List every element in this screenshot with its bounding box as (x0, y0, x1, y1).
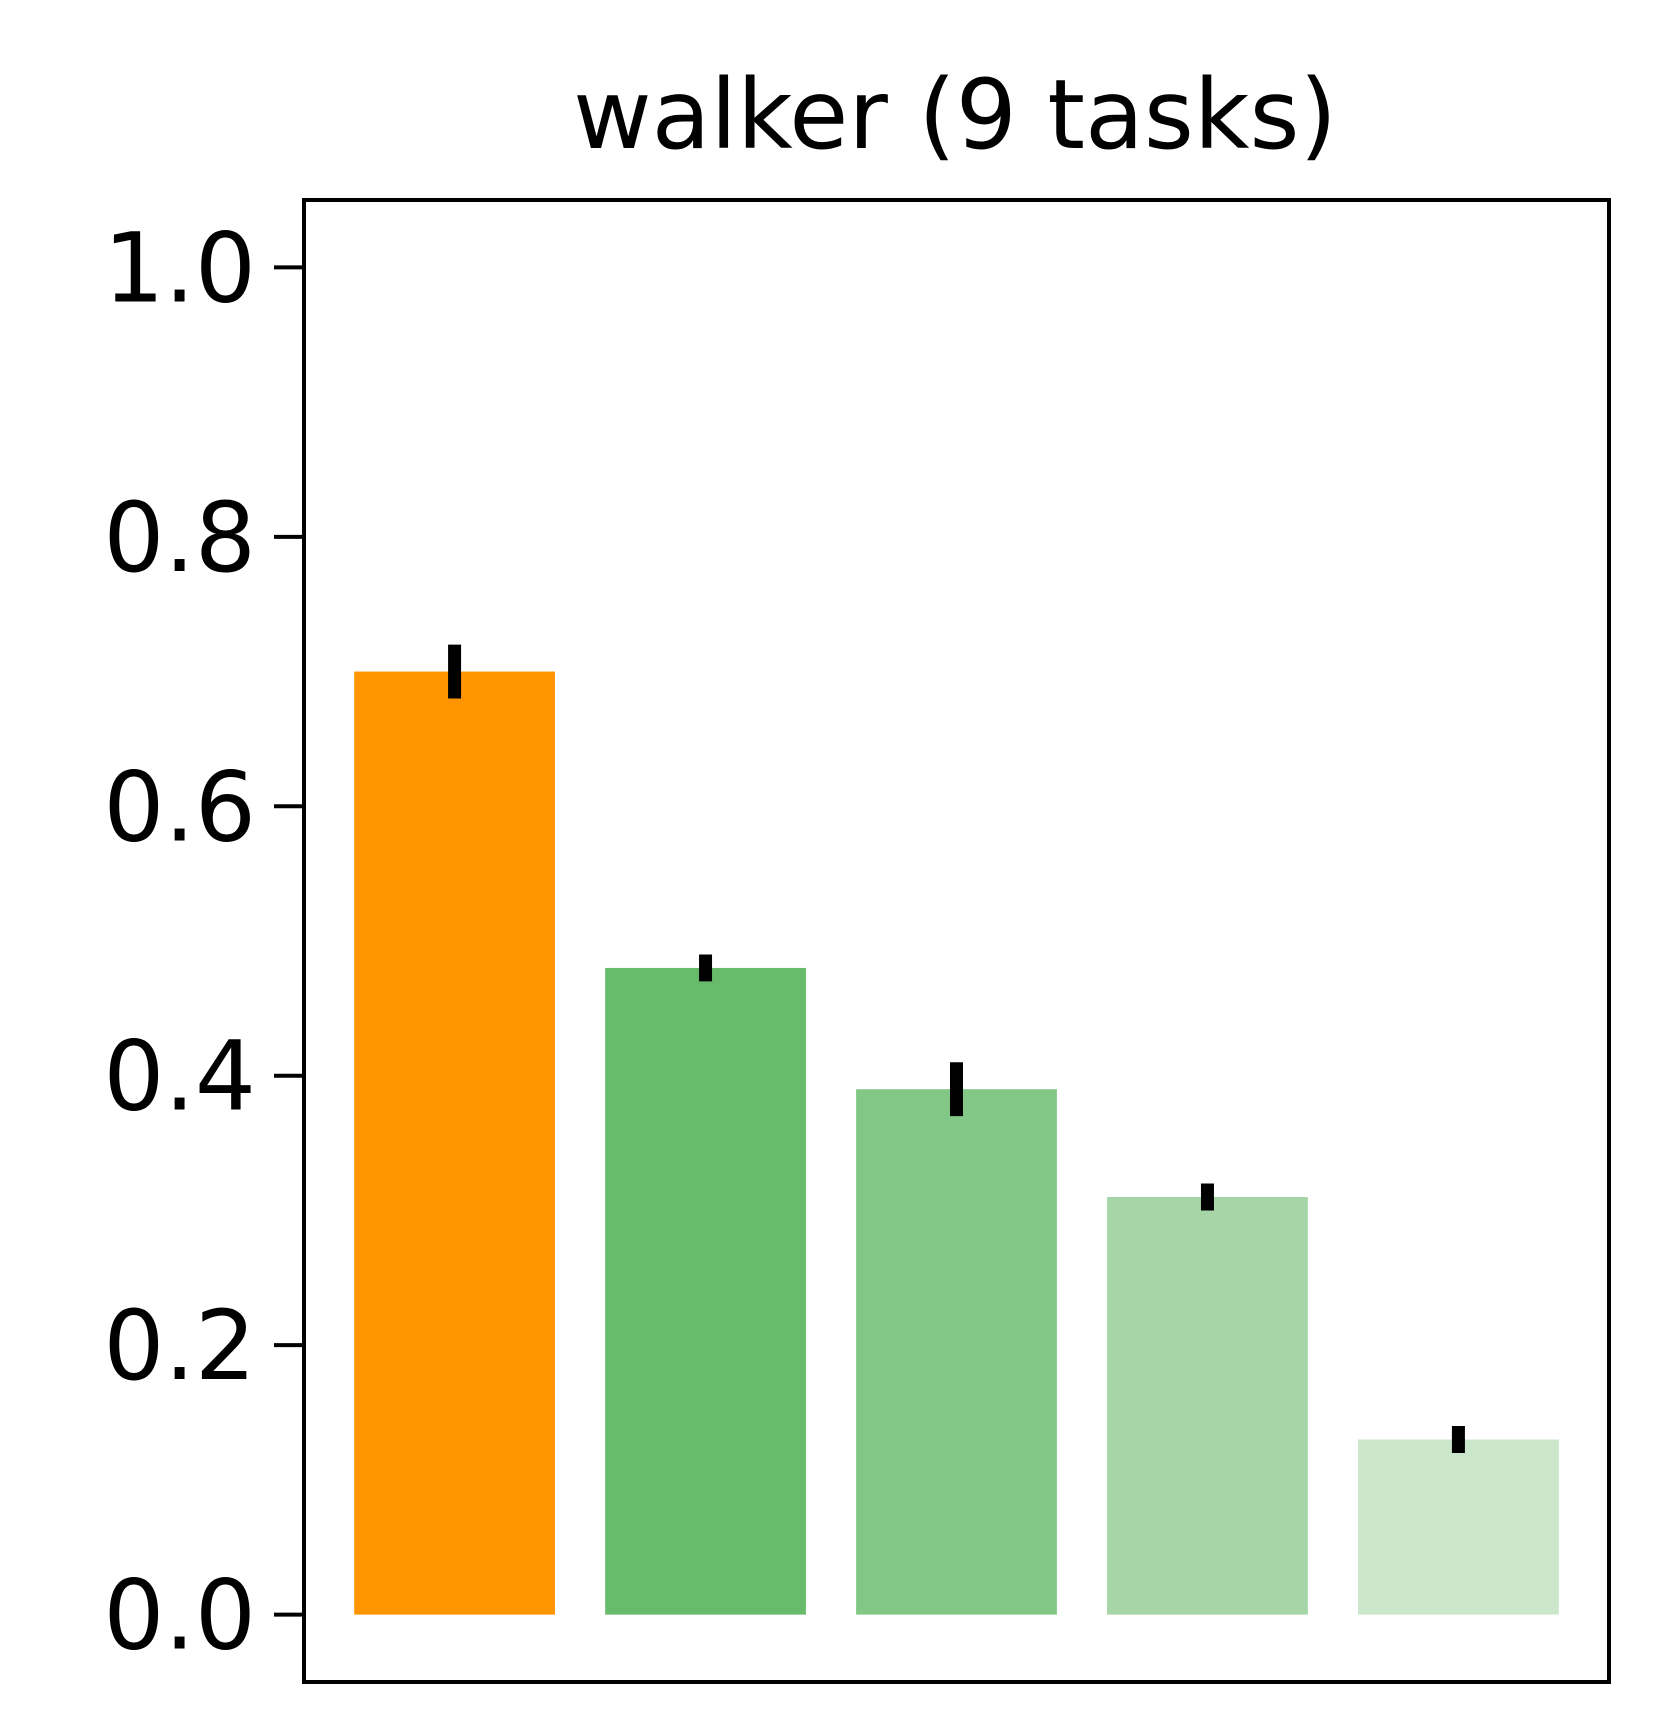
y-tick-label: 1.0 (103, 212, 256, 324)
bar-5 (1358, 1439, 1559, 1615)
plot-frame (302, 198, 1611, 1684)
y-tick-label: 0.2 (103, 1290, 256, 1402)
y-axis: 0.0 0.2 0.4 0.6 0.8 1.0 (103, 212, 304, 1672)
bar-2 (605, 967, 806, 1615)
y-tick-label: 0.6 (103, 751, 256, 863)
y-tick-label: 0.0 (103, 1560, 256, 1672)
y-tick-label: 0.4 (103, 1021, 256, 1133)
error-bars-layer (448, 644, 1465, 1453)
chart-title: walker (9 tasks) (573, 59, 1337, 171)
y-tick-label: 0.8 (103, 482, 256, 594)
bar-1 (354, 671, 555, 1615)
bar-3 (856, 1089, 1057, 1615)
bars-layer (354, 671, 1559, 1615)
bar-4 (1107, 1196, 1308, 1615)
